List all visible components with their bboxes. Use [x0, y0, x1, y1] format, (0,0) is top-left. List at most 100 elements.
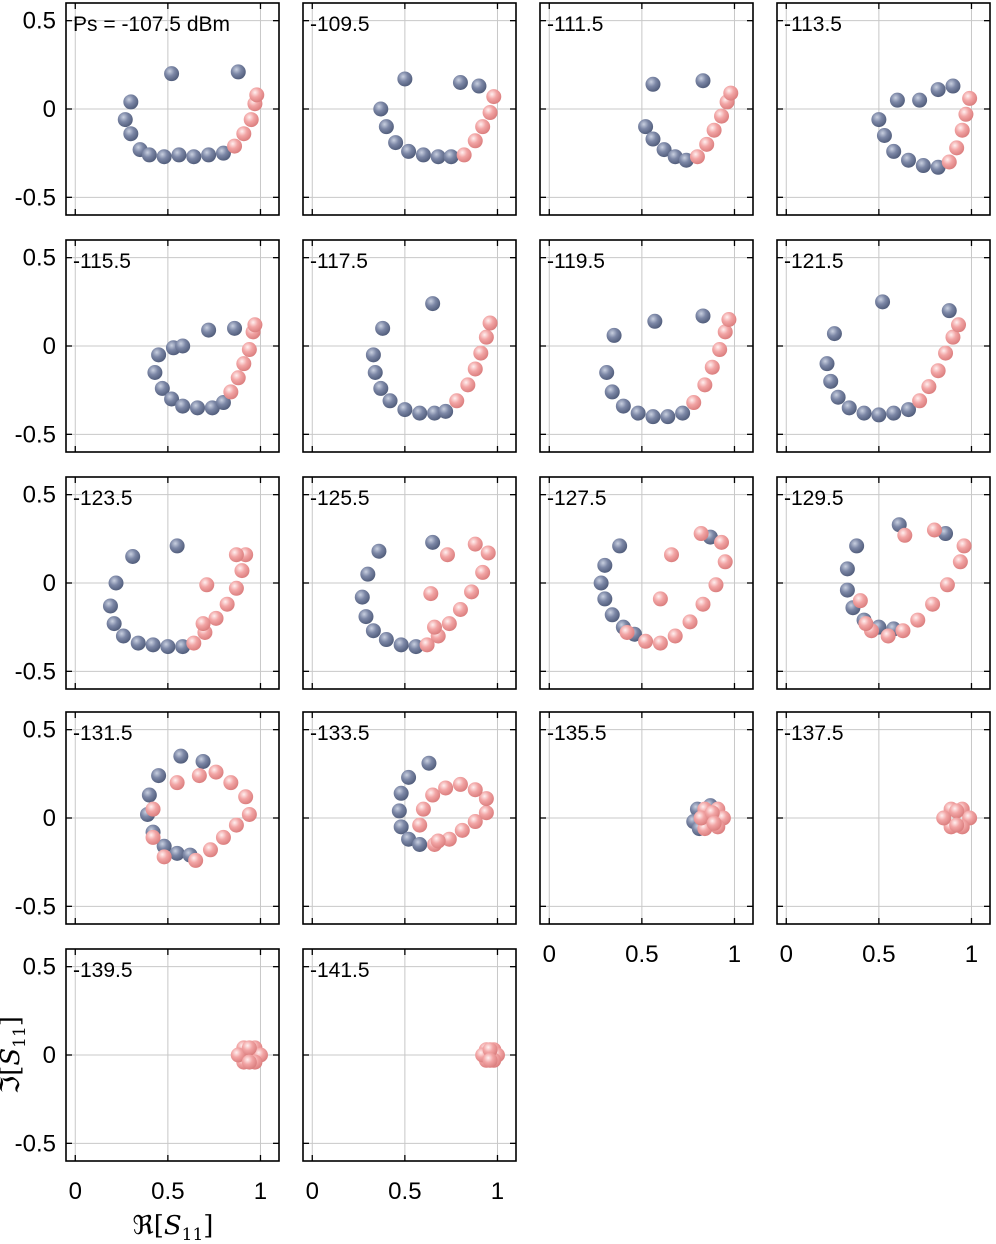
x-axis-label-suffix: ] [203, 1211, 213, 1241]
data-point-base [886, 405, 902, 421]
data-point-base [871, 407, 887, 423]
data-point-highlight [452, 602, 468, 617]
data-point-highlight [880, 628, 896, 644]
data-point-highlight [243, 112, 259, 128]
data-point-highlight [697, 377, 713, 393]
data-point-highlight [706, 122, 722, 138]
data-point-base [819, 356, 835, 372]
data-point-highlight [241, 1040, 257, 1056]
panel-points [839, 517, 972, 644]
data-point-highlight [228, 580, 244, 596]
panels-layer: Ps = -107.5 dBm 0.5 0 -0.5 -109.5 -111.5 -113.… [15, 2, 991, 1205]
panel-power-label: -121.5 [784, 250, 844, 273]
panel: -115.5 0.5 0 -0.5 [15, 239, 280, 453]
data-point-base [391, 803, 407, 819]
data-point-base [849, 538, 865, 554]
data-point-highlight [930, 363, 946, 379]
data-point-highlight [202, 842, 218, 858]
panel-points [819, 294, 967, 423]
data-point-highlight [652, 635, 668, 651]
x-tick-label: 1 [491, 1178, 504, 1205]
data-point-base [397, 402, 413, 418]
data-point-highlight [693, 810, 709, 826]
data-point-highlight [682, 614, 698, 630]
data-point-highlight [897, 527, 913, 543]
panel: -111.5 [539, 2, 754, 216]
data-point-highlight [712, 342, 728, 358]
x-tick-label: 0 [69, 1178, 82, 1205]
panel: -113.5 [776, 2, 991, 216]
y-tick-label: 0 [43, 333, 56, 360]
data-point-highlight [430, 833, 446, 849]
data-point-base [645, 131, 661, 147]
panel-power-label: -109.5 [310, 13, 370, 36]
data-point-base [160, 639, 176, 655]
data-point-base [108, 575, 124, 591]
data-point-highlight [912, 393, 928, 409]
data-point-base [164, 391, 180, 407]
data-point-highlight [852, 593, 868, 609]
y-axis-label: ℑ[S11] [0, 1016, 30, 1094]
data-point-base [604, 384, 620, 400]
data-point-highlight [467, 536, 483, 552]
data-point-base [151, 768, 167, 784]
data-point-base [156, 149, 172, 165]
y-tick-label: -0.5 [15, 658, 56, 685]
panel: -123.5 0.5 0 -0.5 [15, 476, 280, 690]
data-point-highlight [482, 315, 498, 331]
data-point-base [154, 380, 170, 396]
data-point-base [695, 73, 711, 89]
x-tick-label: 1 [728, 941, 741, 968]
panel-points [391, 755, 494, 852]
y-tick-label: -0.5 [15, 184, 56, 211]
data-point-base [945, 78, 961, 94]
y-tick-label: -0.5 [15, 1130, 56, 1157]
data-point-base [427, 405, 443, 421]
data-point-highlight [706, 815, 722, 831]
data-point-base [630, 405, 646, 421]
panel: -131.5 0.5 0 -0.5 [15, 711, 280, 925]
data-point-highlight [936, 810, 952, 826]
data-point-base [201, 147, 217, 163]
data-point-base [378, 632, 394, 648]
x-tick-label: 0.5 [625, 941, 658, 968]
panel-power-label: -111.5 [547, 13, 603, 36]
data-point-highlight [241, 806, 257, 822]
data-point-base [115, 628, 131, 644]
data-point-highlight [427, 619, 443, 635]
data-point-highlight [962, 90, 978, 106]
y-tick-label: -0.5 [15, 421, 56, 448]
x-tick-label: 0.5 [388, 1178, 421, 1205]
data-point-base [393, 819, 409, 835]
panel-power-label: -141.5 [310, 959, 370, 982]
panel: -137.5 0 0.5 1 [776, 711, 991, 968]
data-point-highlight [695, 596, 711, 612]
x-axis-label-prefix: ℜ[ [133, 1211, 164, 1241]
panel-points [373, 71, 502, 165]
data-point-base [886, 143, 902, 159]
data-point-highlight [441, 616, 457, 632]
data-point-base [930, 159, 946, 175]
panel-power-label: -131.5 [73, 722, 133, 745]
data-point-base [415, 147, 431, 163]
x-tick-label: 0.5 [862, 941, 895, 968]
data-point-base [875, 294, 891, 310]
panel: -141.5 0 0.5 1 [302, 948, 517, 1205]
data-point-highlight [169, 775, 185, 791]
data-point-base [647, 313, 663, 329]
data-point-highlight [249, 87, 265, 103]
data-point-base [393, 785, 409, 801]
panel-points [599, 308, 737, 425]
data-point-base [156, 838, 172, 854]
panel: -121.5 [776, 239, 991, 453]
data-point-highlight [438, 780, 454, 796]
data-point-base [401, 769, 417, 785]
data-point-base [169, 845, 185, 861]
data-point-base [171, 147, 187, 163]
data-point-highlight [454, 822, 470, 838]
data-point-base [593, 575, 609, 591]
x-tick-label: 1 [965, 941, 978, 968]
data-point-base [204, 400, 220, 416]
panel: -127.5 [539, 476, 754, 690]
data-point-highlight [949, 817, 965, 833]
